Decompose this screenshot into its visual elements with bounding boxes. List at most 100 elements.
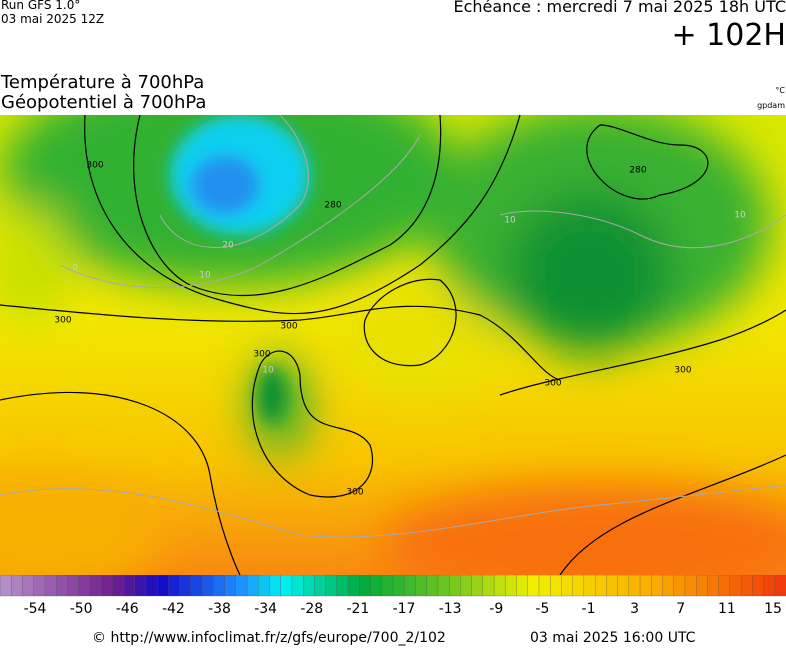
legend-swatch xyxy=(11,575,24,597)
legend-swatch xyxy=(44,575,57,597)
legend-swatch xyxy=(134,575,147,597)
legend-swatch xyxy=(729,575,742,597)
legend-swatch xyxy=(774,575,786,597)
legend-tick-label: -28 xyxy=(300,601,323,617)
legend-swatch xyxy=(550,575,563,597)
legend-swatch xyxy=(201,575,214,597)
legend-swatch xyxy=(516,575,529,597)
legend-tick-label: -50 xyxy=(70,601,93,617)
legend-tick-label: -42 xyxy=(162,601,185,617)
legend-swatch xyxy=(673,575,686,597)
legend-tick-label: -34 xyxy=(254,601,277,617)
legend-swatch xyxy=(0,575,12,597)
legend-swatch xyxy=(707,575,720,597)
legend-tick-label: 7 xyxy=(676,601,685,617)
map: 300 280 300 300 300 300 300 300 280 20 10 0 10 10 10 xyxy=(0,115,786,575)
legend-swatch xyxy=(662,575,675,597)
temperature-field xyxy=(0,115,786,575)
contour-label: 300 xyxy=(280,322,297,332)
legend-tick-label: -17 xyxy=(393,601,416,617)
legend-swatch xyxy=(112,575,125,597)
legend-swatch xyxy=(246,575,259,597)
legend-swatch xyxy=(347,575,360,597)
legend-swatch xyxy=(269,575,282,597)
legend-swatch xyxy=(763,575,776,597)
legend-swatch xyxy=(572,575,585,597)
legend-swatch xyxy=(67,575,80,597)
cold-core xyxy=(170,115,310,423)
legend-swatch xyxy=(33,575,46,597)
legend-swatch xyxy=(527,575,540,597)
legend-swatch xyxy=(314,575,327,597)
legend-tick-label: -46 xyxy=(116,601,139,617)
isotherm-label: 20 xyxy=(222,241,234,251)
legend-swatch xyxy=(291,575,304,597)
legend-swatch xyxy=(594,575,607,597)
legend-swatch xyxy=(561,575,574,597)
isotherm-label: 10 xyxy=(734,211,746,221)
legend-swatch xyxy=(404,575,417,597)
legend-swatch xyxy=(651,575,664,597)
legend-swatch xyxy=(583,575,596,597)
legend-tick-label: -21 xyxy=(346,601,369,617)
legend-swatch xyxy=(280,575,293,597)
isotherm-label: 10 xyxy=(262,366,274,376)
legend-swatch xyxy=(448,575,462,597)
legend-tick-label: -13 xyxy=(439,601,462,617)
legend-swatch xyxy=(325,575,338,597)
legend-swatch xyxy=(718,575,731,597)
legend-tick-label: 11 xyxy=(718,601,736,617)
legend-swatch xyxy=(258,575,271,597)
contour-label: 300 xyxy=(86,161,103,171)
legend-swatch xyxy=(415,575,428,597)
legend-swatch xyxy=(471,575,484,597)
legend-swatch xyxy=(482,575,495,597)
contour-label: 300 xyxy=(674,366,691,376)
legend-swatch xyxy=(89,575,102,597)
legend-tick-label: -5 xyxy=(535,601,549,617)
legend-swatch xyxy=(179,575,192,597)
legend-swatch xyxy=(359,575,372,597)
legend-swatch xyxy=(460,575,473,597)
run-date: 03 mai 2025 12Z xyxy=(1,12,105,26)
legend-swatch xyxy=(696,575,709,597)
legend-tick-label: 3 xyxy=(630,601,639,617)
geopotential-contours xyxy=(0,115,786,575)
contour-label: 300 xyxy=(253,350,270,360)
legend-swatch xyxy=(392,575,405,597)
legend-swatch xyxy=(505,575,518,597)
legend-swatch xyxy=(55,575,69,597)
legend-swatch xyxy=(617,575,630,597)
legend-swatch xyxy=(213,575,226,597)
legend-swatch xyxy=(123,575,136,597)
legend-tick-label: 15 xyxy=(764,601,782,617)
legend-swatch xyxy=(426,575,439,597)
legend-swatch xyxy=(145,575,158,597)
unit-geo: gpdam xyxy=(757,101,785,110)
lead-time: + 102H xyxy=(671,18,786,53)
legend-swatch xyxy=(224,575,237,597)
color-legend: -54 -50 -46 -42 -38 -34 -28 -21 -17 -13 -9 -5 -1 3 7 11… xyxy=(0,575,786,617)
isotherms xyxy=(0,115,786,538)
legend-swatch xyxy=(740,575,753,597)
legend-tick-label: -38 xyxy=(208,601,231,617)
legend-swatch xyxy=(235,575,248,597)
isotherm-label: 0 xyxy=(72,264,78,274)
contour-label: 300 xyxy=(544,379,561,389)
issued-time: 03 mai 2025 16:00 UTC xyxy=(530,630,696,646)
legend-swatch xyxy=(168,575,181,597)
isotherm-label: 10 xyxy=(199,271,211,281)
title-geopotential: Géopotentiel à 700hPa xyxy=(1,92,207,113)
legend-swatch xyxy=(303,575,316,597)
legend-swatch xyxy=(100,575,113,597)
legend-swatch xyxy=(157,575,170,597)
isotherm-label: 10 xyxy=(504,216,516,226)
run-label: Run GFS 1.0° xyxy=(1,0,81,12)
legend-swatch xyxy=(22,575,35,597)
legend-swatch xyxy=(628,575,641,597)
legend-swatch xyxy=(78,575,91,597)
legend-swatch xyxy=(381,575,394,597)
legend-swatch xyxy=(437,575,450,597)
forecast-time: Echéance : mercredi 7 mai 2025 18h UTC xyxy=(453,0,786,16)
